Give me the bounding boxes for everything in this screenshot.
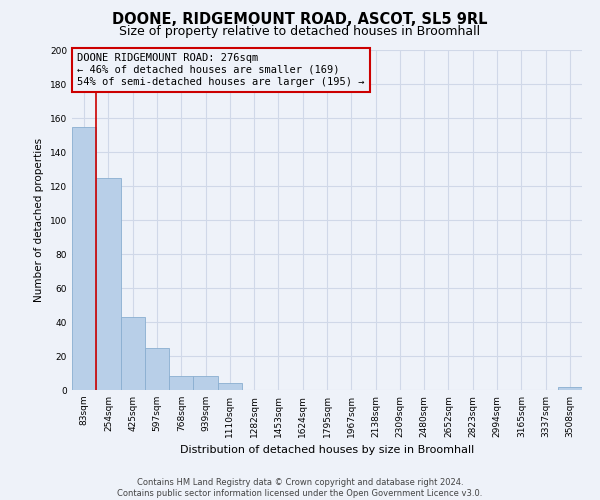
- Bar: [121, 317, 145, 390]
- X-axis label: Distribution of detached houses by size in Broomhall: Distribution of detached houses by size …: [180, 446, 474, 456]
- Text: Contains HM Land Registry data © Crown copyright and database right 2024.
Contai: Contains HM Land Registry data © Crown c…: [118, 478, 482, 498]
- Bar: [169, 376, 193, 390]
- Bar: [218, 383, 242, 390]
- Bar: [96, 178, 121, 390]
- Bar: [72, 126, 96, 390]
- Text: Size of property relative to detached houses in Broomhall: Size of property relative to detached ho…: [119, 25, 481, 38]
- Bar: [558, 386, 582, 390]
- Y-axis label: Number of detached properties: Number of detached properties: [34, 138, 44, 302]
- Text: DOONE RIDGEMOUNT ROAD: 276sqm
← 46% of detached houses are smaller (169)
54% of : DOONE RIDGEMOUNT ROAD: 276sqm ← 46% of d…: [77, 54, 365, 86]
- Bar: [193, 376, 218, 390]
- Bar: [145, 348, 169, 390]
- Text: DOONE, RIDGEMOUNT ROAD, ASCOT, SL5 9RL: DOONE, RIDGEMOUNT ROAD, ASCOT, SL5 9RL: [112, 12, 488, 28]
